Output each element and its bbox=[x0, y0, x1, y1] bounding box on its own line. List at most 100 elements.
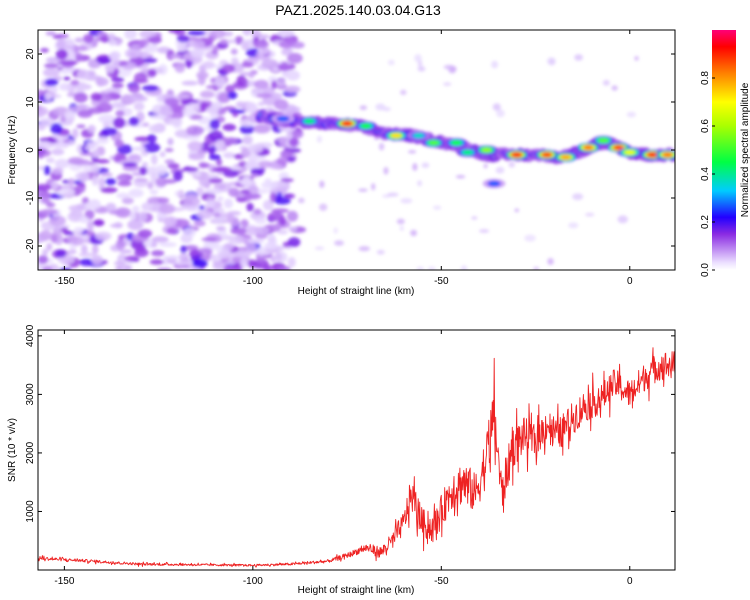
noise-blob bbox=[378, 142, 385, 151]
ridge-peak bbox=[541, 152, 552, 158]
noise-blob bbox=[105, 63, 115, 74]
noise-blob bbox=[59, 82, 71, 91]
snr-panel: -150 -100 -50 0 1000 2000 3000 4000 Height of … bbox=[7, 324, 676, 596]
noise-blob bbox=[483, 163, 488, 169]
noise-blob bbox=[443, 64, 455, 70]
noise-blob bbox=[408, 150, 417, 154]
noise-blob bbox=[138, 211, 148, 222]
noise-blob bbox=[49, 215, 66, 226]
noise-blob bbox=[626, 111, 636, 118]
noise-blob bbox=[496, 109, 505, 118]
noise-blob bbox=[115, 110, 125, 117]
noise-blob bbox=[280, 150, 293, 159]
noise-blob bbox=[491, 60, 499, 69]
noise-blob bbox=[50, 234, 58, 244]
noise-blob bbox=[400, 198, 413, 204]
spectrogram-noise bbox=[38, 30, 639, 270]
noise-blob bbox=[142, 122, 150, 127]
noise-blob bbox=[68, 204, 85, 212]
noise-blob bbox=[284, 85, 301, 94]
noise-blob bbox=[432, 205, 442, 210]
y-tick-label: 3000 bbox=[25, 383, 36, 406]
noise-blob bbox=[248, 185, 259, 195]
noise-blob bbox=[287, 257, 296, 268]
noise-blob bbox=[199, 90, 215, 99]
noise-blob bbox=[211, 167, 228, 173]
noise-blob bbox=[611, 85, 618, 91]
noise-blob bbox=[107, 33, 116, 40]
noise-blob bbox=[71, 128, 79, 139]
noise-blob bbox=[156, 212, 167, 221]
noise-blob bbox=[228, 235, 246, 245]
noise-blob bbox=[211, 216, 225, 224]
noise-blob bbox=[240, 257, 249, 269]
noise-blob bbox=[205, 106, 219, 114]
noise-blob bbox=[270, 255, 277, 263]
noise-blob bbox=[131, 205, 140, 213]
noise-blob bbox=[44, 78, 59, 87]
noise-blob bbox=[225, 84, 235, 94]
noise-blob bbox=[617, 215, 628, 224]
noise-blob bbox=[243, 192, 262, 200]
colorbar-tick-label: 0.4 bbox=[700, 167, 711, 181]
x-tick-label: -150 bbox=[54, 276, 74, 287]
noise-blob bbox=[223, 265, 235, 270]
noise-blob bbox=[54, 158, 70, 169]
noise-blob bbox=[247, 259, 256, 268]
noise-blob bbox=[388, 59, 395, 66]
ridge-peak bbox=[462, 150, 473, 155]
noise-blob bbox=[204, 188, 223, 195]
noise-blob bbox=[375, 103, 386, 111]
noise-blob bbox=[167, 163, 180, 169]
noise-blob bbox=[143, 142, 161, 153]
noise-blob bbox=[492, 103, 501, 111]
noise-blob bbox=[111, 101, 124, 109]
noise-blob bbox=[281, 48, 293, 56]
noise-blob bbox=[286, 52, 303, 64]
noise-blob bbox=[38, 147, 47, 155]
noise-blob bbox=[202, 60, 215, 70]
noise-blob bbox=[39, 137, 57, 143]
noise-blob bbox=[174, 190, 185, 197]
noise-blob bbox=[38, 106, 49, 117]
noise-blob bbox=[129, 211, 137, 221]
snr-x-label: Height of straight line (km) bbox=[298, 585, 415, 596]
noise-blob bbox=[186, 125, 204, 136]
noise-blob bbox=[117, 180, 132, 187]
spectrogram-ridge bbox=[255, 109, 675, 189]
noise-blob bbox=[277, 30, 295, 38]
noise-blob bbox=[455, 174, 466, 179]
noise-blob bbox=[471, 216, 478, 220]
noise-blob bbox=[239, 178, 252, 186]
noise-blob bbox=[124, 48, 141, 59]
noise-blob bbox=[55, 249, 67, 258]
noise-blob bbox=[84, 202, 94, 210]
noise-blob bbox=[128, 116, 140, 126]
noise-blob bbox=[261, 59, 279, 69]
noise-blob bbox=[427, 266, 436, 270]
noise-blob bbox=[193, 220, 206, 227]
noise-blob bbox=[59, 267, 72, 270]
noise-blob bbox=[262, 199, 274, 211]
noise-blob bbox=[374, 136, 380, 141]
noise-blob bbox=[149, 189, 159, 195]
y-tick-label: 1000 bbox=[25, 500, 36, 523]
ridge-peak bbox=[598, 138, 609, 143]
noise-blob bbox=[287, 237, 301, 248]
noise-blob bbox=[217, 251, 233, 259]
noise-blob bbox=[242, 79, 249, 84]
noise-blob bbox=[74, 37, 85, 43]
noise-blob bbox=[277, 78, 286, 87]
noise-blob bbox=[280, 177, 294, 183]
noise-blob bbox=[76, 69, 90, 80]
noise-blob bbox=[91, 175, 99, 186]
noise-blob bbox=[122, 165, 140, 172]
noise-blob bbox=[278, 216, 287, 226]
noise-blob bbox=[226, 39, 237, 44]
ridge-peak bbox=[428, 140, 439, 146]
noise-blob bbox=[271, 208, 289, 213]
noise-blob bbox=[417, 66, 426, 72]
noise-blob bbox=[316, 135, 322, 143]
noise-blob bbox=[52, 34, 63, 40]
noise-blob bbox=[176, 44, 187, 52]
